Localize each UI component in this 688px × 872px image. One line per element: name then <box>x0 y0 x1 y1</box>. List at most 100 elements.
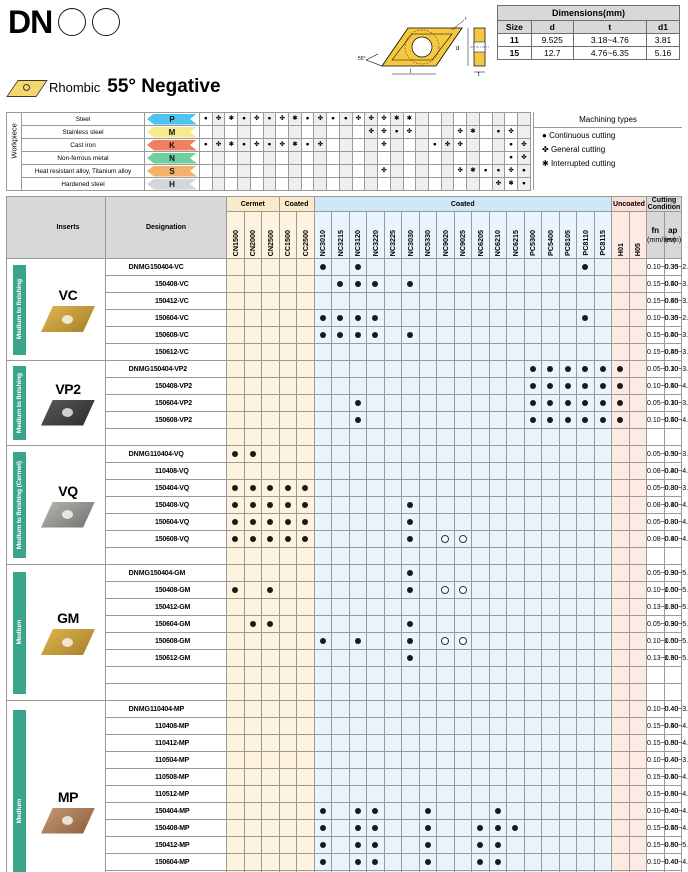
grade-dot-cell <box>296 802 315 820</box>
general-cutting-icon: ✤ <box>542 144 549 154</box>
grade-dot-cell <box>611 513 630 531</box>
grade-dot-cell <box>523 581 542 599</box>
grade-dot-cell <box>453 700 472 718</box>
grade-dot-cell <box>593 394 612 412</box>
grade-dot-cell <box>296 615 315 633</box>
legend-label: Interrupted cutting <box>550 158 616 168</box>
ap-value: 0.50~4.50 <box>663 819 688 837</box>
grade-dot-cell <box>331 598 350 616</box>
grade-dot-cell <box>243 258 262 276</box>
grade-dot-cell <box>226 462 245 480</box>
grade-header-PC8115: PC8115 <box>593 211 612 259</box>
grade-dot-cell <box>628 309 647 327</box>
grade-dot-cell <box>313 547 332 565</box>
grade-dot-cell <box>296 343 315 361</box>
grade-dot-cell <box>541 632 560 650</box>
grade-dot-cell <box>611 581 630 599</box>
grade-dot-cell <box>506 836 525 854</box>
designation-code: 150604-VC <box>105 309 227 327</box>
grade-dot-cell <box>488 275 507 293</box>
grade-dot-cell <box>226 343 245 361</box>
table-row: 150408-GM 0.10~0.501.00~5.00 <box>7 581 688 599</box>
grade-dot-cell <box>401 734 420 752</box>
grade-dot-cell <box>436 513 455 531</box>
workpiece-mark-cell <box>364 164 379 178</box>
workpiece-mark-cell <box>516 125 532 139</box>
grade-dot-cell <box>331 785 350 803</box>
grade-dot-cell <box>593 258 612 276</box>
grade-dot-cell <box>471 394 490 412</box>
grade-dot-cell <box>611 751 630 769</box>
grade-dot-cell <box>313 683 332 701</box>
grade-dot-cell <box>401 819 420 837</box>
grade-dot-cell <box>243 598 262 616</box>
grade-dot-cell <box>488 683 507 701</box>
grade-dot-cell <box>278 275 297 293</box>
grade-dot-cell <box>453 836 472 854</box>
grade-dot-cell <box>418 581 437 599</box>
grade-dot-cell <box>436 326 455 344</box>
grade-dot-cell <box>506 853 525 871</box>
grade-dot-cell <box>366 496 385 514</box>
grade-dot-cell <box>226 394 245 412</box>
grade-dot-cell <box>261 292 280 310</box>
grade-dot-cell <box>348 530 367 548</box>
workpiece-mark-cell: ✱ <box>288 138 302 152</box>
grade-dot-cell <box>488 768 507 786</box>
grade-dot-cell <box>558 649 577 667</box>
grade-dot-cell <box>401 581 420 599</box>
grade-dot-cell <box>331 615 350 633</box>
grade-dot-cell <box>576 513 595 531</box>
grade-dot-cell <box>348 836 367 854</box>
grade-dot-cell <box>436 615 455 633</box>
ap-value: 0.10~3.00 <box>663 360 688 378</box>
grade-dot-cell <box>331 853 350 871</box>
designation-cell: DNMG 110404-MP <box>105 700 227 718</box>
grade-dot-cell <box>366 564 385 582</box>
grade-dot-cell <box>296 326 315 344</box>
designation-code: 110408-MP <box>105 717 227 735</box>
grade-dot-cell <box>471 275 490 293</box>
grade-dot-cell <box>471 547 490 565</box>
ap-value: 0.90~5.00 <box>663 615 688 633</box>
grade-dot-cell <box>243 683 262 701</box>
workpiece-mark-cell <box>338 151 353 165</box>
grade-dot-cell <box>506 547 525 565</box>
grade-dot-cell <box>331 292 350 310</box>
dim-t: 3.18~4.76 <box>572 33 648 47</box>
workpiece-mark-cell: ✤ <box>377 112 391 126</box>
ap-value: 0.40~4.00 <box>663 853 688 871</box>
grade-dot-cell <box>506 428 525 446</box>
workpiece-mark-cell <box>300 164 315 178</box>
grade-dot-cell <box>436 343 455 361</box>
grade-dot-cell <box>383 598 402 616</box>
grade-dot-cell <box>611 496 630 514</box>
grade-dot-cell <box>628 666 647 684</box>
workpiece-mark-cell: ● <box>199 138 213 152</box>
grade-dot-cell <box>366 734 385 752</box>
workpiece-mark-cell <box>211 151 226 165</box>
fn-value: 0.05~0.30 <box>646 479 678 497</box>
grade-dot-cell <box>278 819 297 837</box>
grade-dot-cell <box>558 853 577 871</box>
designation-code: 110508-MP <box>105 768 227 786</box>
grade-dot-cell <box>331 462 350 480</box>
grade-dot-cell <box>278 598 297 616</box>
grade-dot-cell <box>488 819 507 837</box>
grade-header-CC2500: CC2500 <box>296 211 315 259</box>
grade-dot-cell <box>418 275 437 293</box>
workpiece-mark-cell <box>427 125 442 139</box>
grade-dot-cell <box>261 479 280 497</box>
grade-dot-cell <box>226 326 245 344</box>
workpiece-mark-cell: ✤ <box>504 164 518 178</box>
workpiece-mark-cell <box>415 177 429 191</box>
grade-dot-cell <box>243 479 262 497</box>
grade-dot-cell <box>628 564 647 582</box>
fn-value: 0.08~0.40 <box>646 530 678 548</box>
fn-value: 0.10~0.40 <box>646 411 678 429</box>
table-row: 150604-VP2 0.05~0.300.10~3.00 <box>7 394 688 412</box>
grade-dot-cell <box>558 326 577 344</box>
designation-code: 150408-MP <box>105 819 227 837</box>
grade-dot-cell <box>523 564 542 582</box>
grade-dot-cell <box>611 768 630 786</box>
